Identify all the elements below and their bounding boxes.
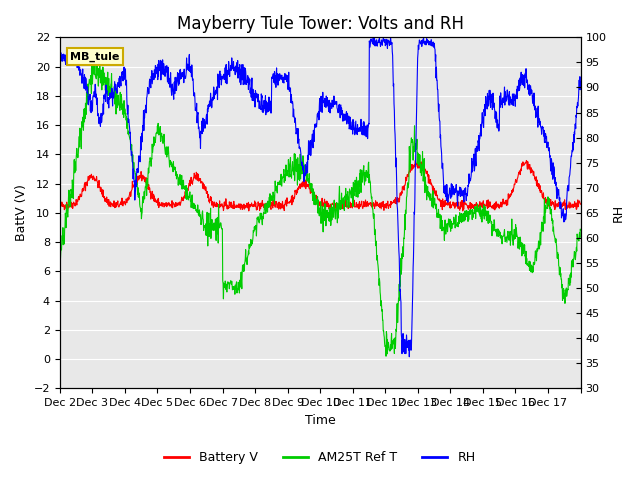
Line: RH: RH [60, 37, 580, 357]
Battery V [577, 201, 584, 207]
Title: Mayberry Tule Tower: Volts and RH: Mayberry Tule Tower: Volts and RH [177, 15, 464, 33]
RH [297, 151, 305, 156]
AM25T Ref T [288, 168, 296, 174]
RH [406, 354, 413, 360]
RH [56, 60, 63, 65]
RH [387, 35, 394, 40]
AM25T Ref T [577, 227, 584, 233]
Battery V [297, 181, 305, 187]
AM25T Ref T [56, 248, 63, 254]
AM25T Ref T [382, 353, 390, 359]
AM25T Ref T [90, 50, 97, 56]
Battery V [117, 198, 125, 204]
AM25T Ref T [353, 174, 360, 180]
Y-axis label: BattV (V): BattV (V) [15, 184, 28, 241]
Text: MB_tule: MB_tule [70, 51, 120, 61]
RH [352, 130, 360, 136]
RH [277, 76, 285, 82]
Battery V [56, 202, 63, 207]
RH [96, 120, 104, 126]
AM25T Ref T [277, 171, 285, 177]
AM25T Ref T [298, 171, 305, 177]
RH [577, 79, 584, 84]
Battery V [352, 200, 360, 206]
RH [287, 95, 295, 100]
Legend: Battery V, AM25T Ref T, RH: Battery V, AM25T Ref T, RH [159, 446, 481, 469]
Battery V [459, 208, 467, 214]
Battery V [287, 193, 295, 199]
AM25T Ref T [118, 96, 125, 102]
Y-axis label: RH: RH [612, 204, 625, 222]
RH [117, 78, 125, 84]
X-axis label: Time: Time [305, 414, 335, 427]
Battery V [277, 201, 285, 206]
Line: AM25T Ref T: AM25T Ref T [60, 53, 580, 356]
Line: Battery V: Battery V [60, 160, 580, 211]
Battery V [96, 185, 104, 191]
AM25T Ref T [97, 80, 104, 86]
Battery V [522, 157, 530, 163]
